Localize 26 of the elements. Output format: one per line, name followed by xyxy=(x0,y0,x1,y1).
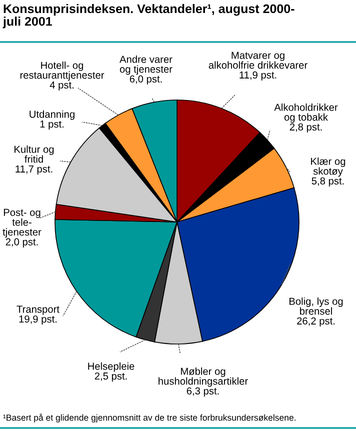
slice-label: Transport xyxy=(16,306,60,315)
text: ¹Basert på et glidende gjennomsnitt av de tre siste forbruksundersøkelsene. xyxy=(3,414,296,422)
slice-label: Andre varer og tjenester xyxy=(120,55,172,75)
data-label: 4 pst. xyxy=(50,81,74,91)
data-label: 2,0 pst. xyxy=(6,238,38,248)
data-label: 2,8 pst. xyxy=(290,123,322,133)
data-label: 1 pst. xyxy=(40,120,64,130)
slice-label: Bolig, lys og brensel xyxy=(290,297,343,315)
slice-label: Matvarer og alkoholfrie drikkevarer xyxy=(208,52,308,69)
chart-title: Konsumprisindeksen. Vektandeler¹, august 2000- juli 2001 xyxy=(2,4,294,28)
slice-label: Kultur og fritid xyxy=(14,145,54,163)
slice-label: Helsepleie xyxy=(88,362,134,372)
slice-label: Post- og tele- tjenester xyxy=(2,208,42,238)
slice-label: Utdanning xyxy=(30,110,74,120)
data-label: 5,8 pst. xyxy=(312,177,344,187)
data-label: 11,9 pst. xyxy=(240,71,276,81)
data-label: 6,0 pst. xyxy=(130,75,162,85)
slice-label: Klær og skotøy xyxy=(311,157,346,177)
data-label: 6,3 pst. xyxy=(186,387,219,397)
slice-label: Hotell- og restauranttjenester xyxy=(20,61,104,81)
data-label: 2,5 pst. xyxy=(94,372,127,382)
data-label: 11,7 pst. xyxy=(16,165,52,175)
slice-label: Møbler og husholdningsartikler xyxy=(158,367,248,387)
data-label: 26,2 pst. xyxy=(297,317,335,327)
slice-label: Alkoholdrikker og tobakk xyxy=(274,103,338,123)
data-label: 19,9 pst. xyxy=(19,315,57,325)
